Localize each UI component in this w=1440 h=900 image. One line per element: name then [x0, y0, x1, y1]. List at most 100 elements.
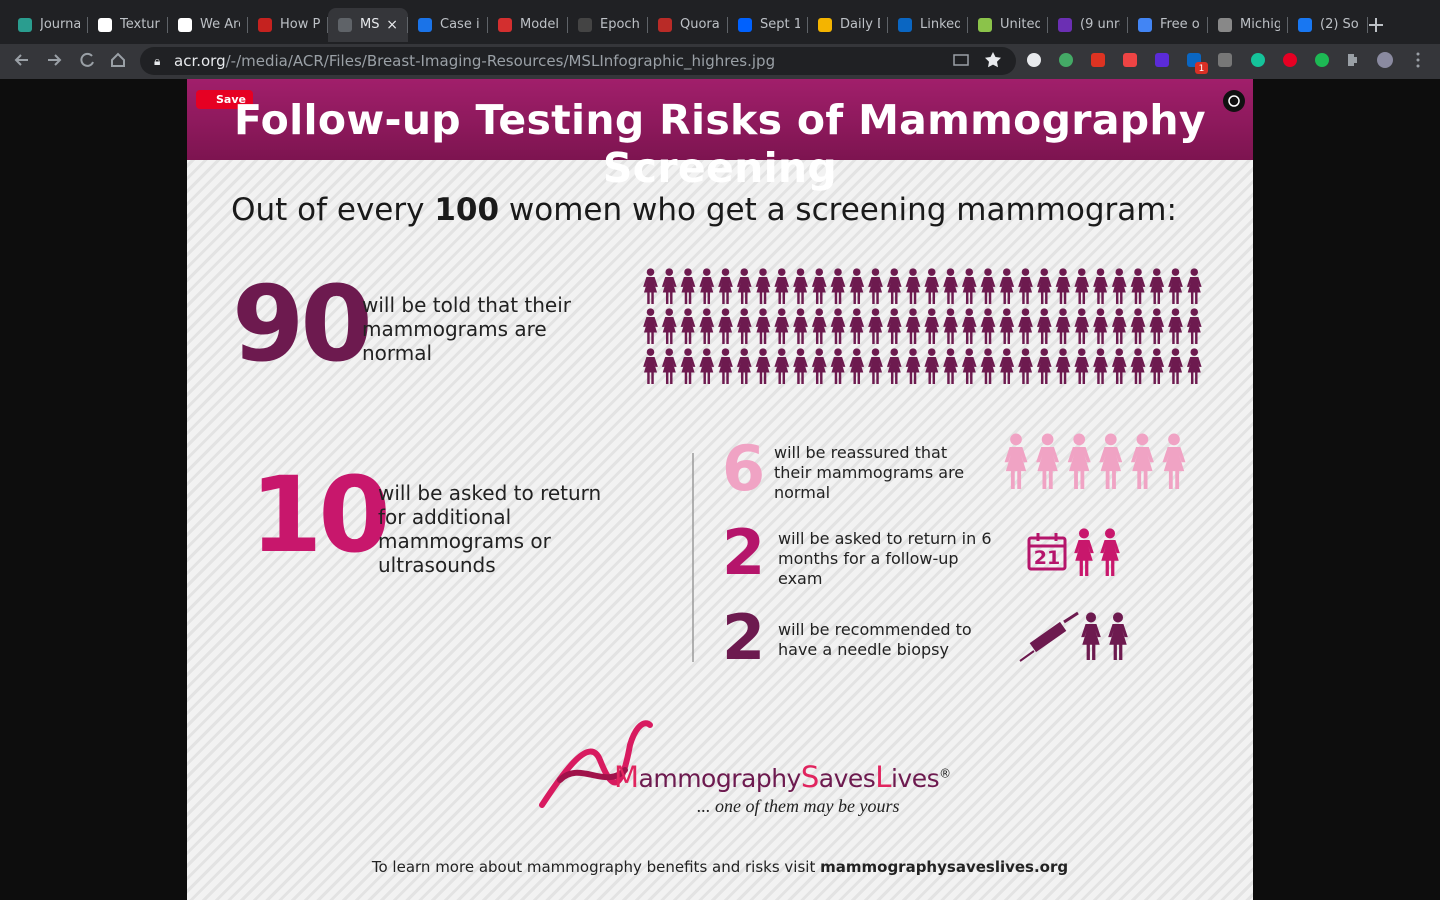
tab[interactable]: (9 unre	[1048, 8, 1128, 42]
tab-separator	[247, 17, 248, 33]
tab[interactable]: How P	[248, 8, 328, 42]
tab-separator	[887, 17, 888, 33]
tab-favicon	[658, 18, 672, 32]
woman-icon	[755, 348, 771, 384]
tab[interactable]: MS ×	[328, 8, 408, 42]
woman-icon	[999, 348, 1015, 384]
woman-icon	[811, 348, 827, 384]
woman-icon	[1149, 268, 1165, 304]
tab-separator	[327, 17, 328, 33]
intro: Out of every 100 women who get a screeni…	[187, 192, 1221, 228]
tab[interactable]: Journa	[8, 8, 88, 42]
tab-title: Daily D	[840, 17, 880, 32]
intro-after: women who get a screening mammogram:	[508, 192, 1177, 228]
tab-separator	[1207, 17, 1208, 33]
woman-icon	[1149, 308, 1165, 344]
tab-favicon	[1298, 18, 1312, 32]
tab-separator	[1287, 17, 1288, 33]
woman-icon	[961, 308, 977, 344]
woman-icon	[868, 348, 883, 384]
tab-title: Case i	[440, 17, 480, 32]
tab-title: We Are	[200, 17, 240, 32]
tab-title: How P	[280, 17, 320, 32]
tab[interactable]: (2) So	[1288, 8, 1368, 42]
logo-tagline: ... one of them may be yours	[697, 796, 900, 816]
woman-icon	[699, 348, 715, 384]
tab[interactable]: Michig	[1208, 8, 1288, 42]
woman-icon	[774, 268, 790, 304]
tab[interactable]: Quora	[648, 8, 728, 42]
tab-separator	[487, 17, 488, 33]
woman-icon	[1162, 433, 1186, 489]
tab[interactable]: Linked	[888, 8, 968, 42]
tab[interactable]: We Are	[168, 8, 248, 42]
calendar-icon	[1027, 533, 1067, 571]
woman-icon	[755, 268, 771, 304]
woman-icon	[736, 348, 752, 384]
tab[interactable]: Free o	[1128, 8, 1208, 42]
biopsy-text: will be recommended to have a needle bio…	[778, 620, 972, 659]
woman-icon	[1018, 348, 1033, 384]
tab[interactable]: Epoch	[568, 8, 648, 42]
woman-icon	[1004, 433, 1028, 489]
tab-separator	[647, 17, 648, 33]
footer-link[interactable]: mammographysaveslives.org	[820, 858, 1069, 876]
woman-icon	[1130, 433, 1154, 489]
woman-icon	[830, 308, 846, 344]
tab-favicon	[338, 18, 352, 32]
woman-icon	[718, 268, 733, 304]
new-tab-button[interactable]	[1369, 18, 1383, 32]
woman-icon	[1111, 348, 1127, 384]
tab-separator	[1047, 17, 1048, 33]
tab[interactable]: Case i	[408, 8, 488, 42]
woman-icon	[1093, 268, 1108, 304]
woman-icon	[755, 308, 771, 344]
woman-icon	[1036, 308, 1052, 344]
woman-icon	[1074, 528, 1094, 576]
reassured-count: 6	[722, 432, 766, 505]
woman-icon	[774, 348, 790, 384]
followup-count: 2	[722, 516, 766, 589]
woman-icon	[849, 268, 865, 304]
nav-buttons[interactable]	[14, 52, 125, 67]
woman-icon	[793, 268, 808, 304]
woman-icon	[699, 268, 715, 304]
lens-button[interactable]	[1223, 90, 1245, 112]
tab-title: Model	[520, 17, 560, 32]
woman-icon	[1168, 268, 1183, 304]
normal-text: will be told that their mammograms are n…	[362, 293, 572, 365]
tab-separator	[407, 17, 408, 33]
tab-title: Quora	[680, 17, 720, 32]
logo-ribbon	[539, 720, 653, 808]
woman-icon	[643, 348, 658, 384]
pin-save-button[interactable]: Save	[196, 90, 253, 109]
woman-icon	[793, 348, 808, 384]
woman-icon	[1055, 308, 1071, 344]
syringe-icon	[1019, 611, 1079, 662]
woman-icon	[999, 308, 1015, 344]
woman-icon	[1100, 528, 1120, 576]
woman-icon	[1055, 348, 1071, 384]
tab-separator	[87, 17, 88, 33]
woman-icon	[1067, 433, 1091, 489]
tab[interactable]: Daily D	[808, 8, 888, 42]
tab-close[interactable]: ×	[386, 17, 398, 33]
woman-icon	[736, 308, 752, 344]
tab[interactable]: United	[968, 8, 1048, 42]
tab[interactable]: Model	[488, 8, 568, 42]
address-bar[interactable]: 🔒︎ acr.org/-/media/ACR/Files/Breast-Imag…	[140, 47, 1016, 75]
extension-icons[interactable]: 1	[953, 52, 1420, 74]
tab[interactable]: Textura	[88, 8, 168, 42]
tab-favicon	[498, 18, 512, 32]
woman-icon	[1099, 433, 1123, 489]
woman-icon	[849, 348, 865, 384]
tab[interactable]: Sept 1	[728, 8, 808, 42]
woman-icon	[1036, 433, 1060, 489]
title-band	[187, 79, 1253, 160]
woman-icon	[1130, 308, 1146, 344]
url: acr.org/-/media/ACR/Files/Breast-Imaging…	[174, 47, 775, 75]
tab-favicon	[1138, 18, 1152, 32]
woman-icon	[961, 348, 977, 384]
